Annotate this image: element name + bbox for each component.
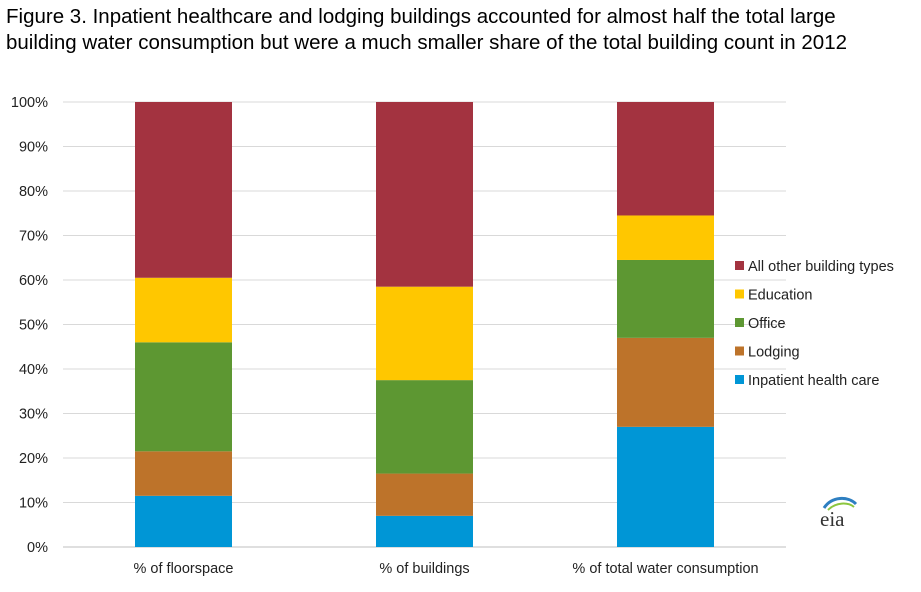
legend-label: Inpatient health care — [748, 373, 879, 389]
bar-segment-education — [135, 277, 232, 343]
x-category-label: % of total water consumption — [572, 561, 758, 577]
x-category-label: % of buildings — [379, 561, 469, 577]
legend-label: Education — [748, 288, 813, 304]
bar-segment-lodging — [617, 337, 714, 427]
legend-swatch — [735, 289, 744, 299]
legend-label: All other building types — [748, 259, 894, 275]
legend-swatch — [735, 375, 744, 384]
legend-label: Office — [748, 316, 786, 332]
y-tick-label: 40% — [19, 362, 48, 378]
y-tick-label: 60% — [19, 273, 48, 289]
y-tick-label: 80% — [19, 184, 48, 200]
y-tick-label: 50% — [19, 318, 48, 334]
bar-segment-office — [135, 342, 232, 452]
y-tick-label: 30% — [19, 407, 48, 423]
bar-segment-office — [376, 380, 473, 474]
y-tick-label: 90% — [19, 140, 48, 156]
y-tick-label: 10% — [19, 496, 48, 512]
y-tick-label: 100% — [11, 95, 48, 111]
bar-segment-education — [376, 286, 473, 381]
x-category-label: % of floorspace — [134, 561, 234, 577]
bar-segment-inpatient-health-care — [135, 495, 232, 547]
y-tick-label: 0% — [27, 540, 48, 556]
legend-swatch — [735, 261, 744, 270]
bar-segment-inpatient-health-care — [376, 515, 473, 547]
legend-swatch — [735, 346, 744, 356]
y-tick-label: 70% — [19, 229, 48, 245]
eia-logo: eia — [820, 497, 858, 530]
bar-segment-education — [617, 215, 714, 260]
bar-segment-all-other-building-types — [135, 102, 232, 278]
y-tick-label: 20% — [19, 451, 48, 467]
legend-label: Lodging — [748, 345, 800, 361]
bar-segment-inpatient-health-care — [617, 426, 714, 547]
title-line-2: building water consumption but were a mu… — [6, 31, 847, 54]
bar-segment-lodging — [135, 451, 232, 496]
logo-text: eia — [820, 507, 845, 530]
chart-title: Figure 3. Inpatient healthcare and lodgi… — [6, 4, 916, 56]
bar-segment-all-other-building-types — [617, 102, 714, 216]
bar-segment-office — [617, 259, 714, 338]
bar-segment-lodging — [376, 473, 473, 516]
bar-segment-all-other-building-types — [376, 102, 473, 287]
legend-swatch — [735, 318, 744, 327]
title-line-1: Figure 3. Inpatient healthcare and lodgi… — [6, 5, 836, 28]
